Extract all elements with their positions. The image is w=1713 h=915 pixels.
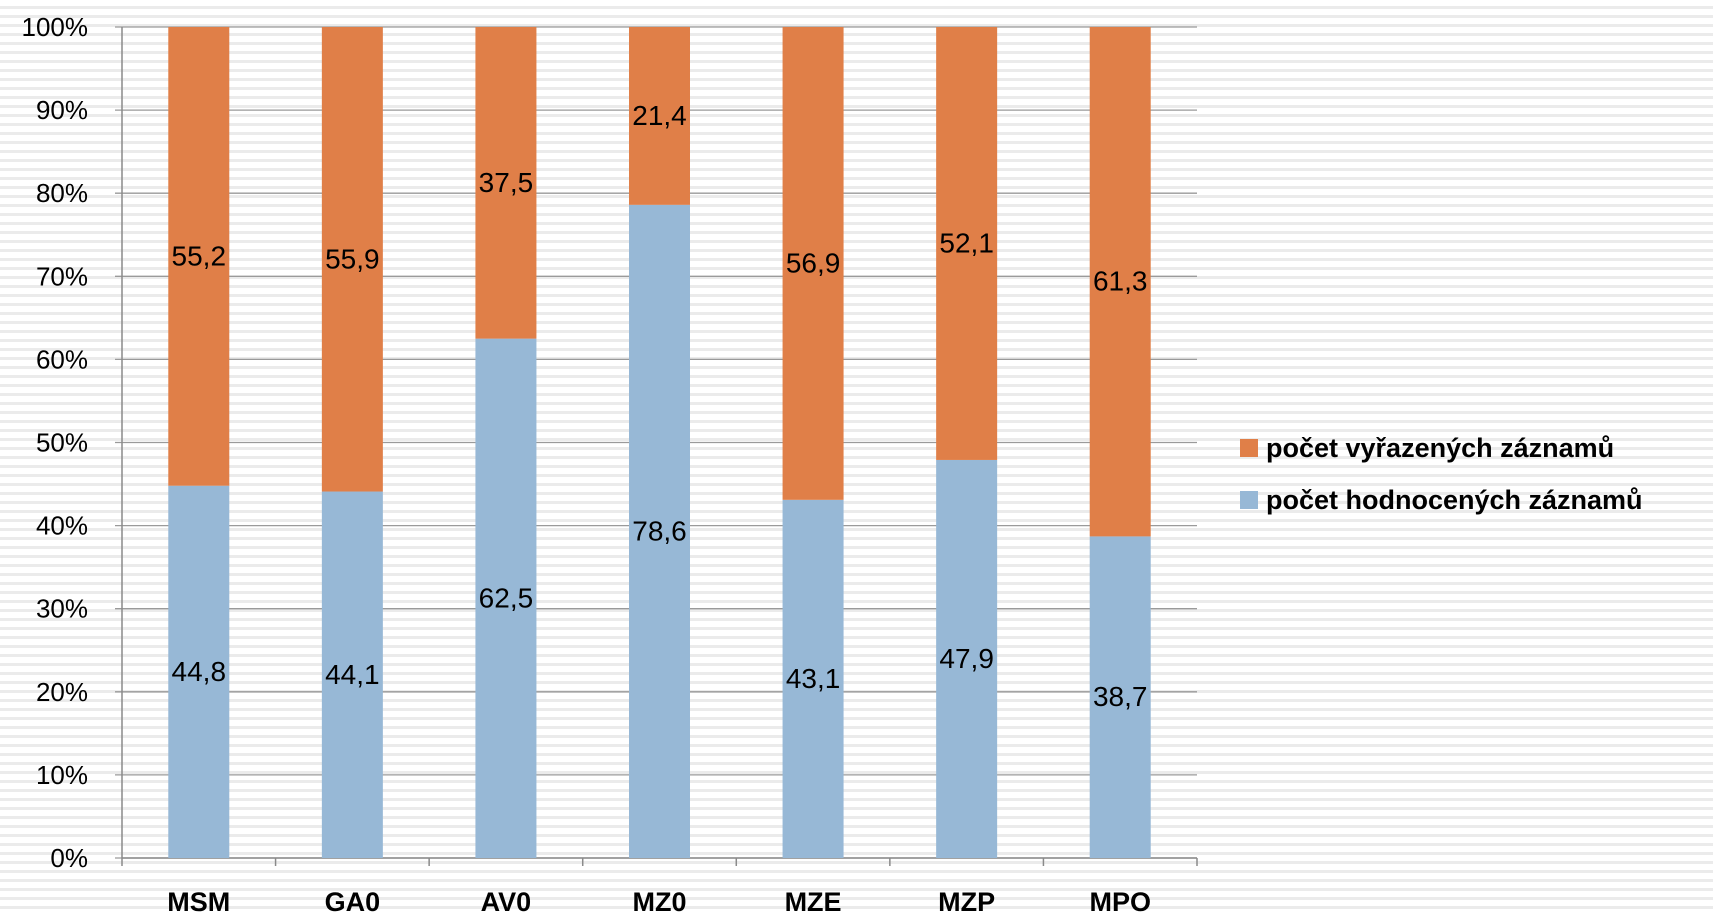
y-tick-label: 0% <box>50 843 88 873</box>
data-label: 38,7 <box>1093 681 1148 712</box>
legend-swatch <box>1240 439 1258 457</box>
x-tick-label: GA0 <box>325 887 381 915</box>
x-tick-label: MSM <box>167 887 230 915</box>
data-label: 78,6 <box>632 515 687 546</box>
data-label: 43,1 <box>786 663 841 694</box>
y-tick-label: 90% <box>36 95 88 125</box>
legend: počet vyřazených záznamů počet hodnocenýc… <box>1240 433 1643 515</box>
bar-segment <box>475 27 537 339</box>
data-label: 61,3 <box>1093 266 1148 297</box>
legend-label: počet hodnocených záznamů <box>1266 485 1643 515</box>
bar-segment <box>629 204 690 859</box>
legend-swatch <box>1240 491 1258 509</box>
bar-segment <box>1089 536 1151 858</box>
x-tick-label: MZE <box>785 887 842 915</box>
bar-segment <box>782 27 844 500</box>
y-tick-label: 100% <box>22 12 89 42</box>
bar-segment <box>1089 27 1151 537</box>
data-label: 44,8 <box>172 656 227 687</box>
data-label: 37,5 <box>479 167 534 198</box>
y-tick-label: 40% <box>36 511 88 541</box>
tick-labels: 0% 10% 20% 30% 40% 50% 60% 70% 80% 90% 100% MSM GA0 A… <box>22 12 1151 915</box>
bar-segment <box>782 499 844 858</box>
data-label: 56,9 <box>786 247 841 278</box>
bar-segment <box>321 491 383 858</box>
x-tick-label: MZ0 <box>633 887 687 915</box>
data-label: 55,9 <box>325 243 380 274</box>
data-label: 55,2 <box>172 240 227 271</box>
data-label: 62,5 <box>479 582 534 613</box>
y-tick-label: 20% <box>36 677 88 707</box>
x-tick-label: MZP <box>938 887 995 915</box>
bar-segment <box>936 27 998 460</box>
data-label: 52,1 <box>939 227 994 258</box>
y-tick-label: 50% <box>36 428 88 458</box>
y-tick-label: 80% <box>36 178 88 208</box>
y-tick-label: 30% <box>36 594 88 624</box>
bar-segment <box>168 485 230 858</box>
bar-segment <box>168 27 230 486</box>
bars <box>168 27 1151 859</box>
x-tick-label: MPO <box>1089 887 1151 915</box>
x-tick-label: AV0 <box>481 887 532 915</box>
data-label: 21,4 <box>632 100 687 131</box>
data-labels: 44,8 55,2 44,1 55,9 62,5 37,5 78,6 21,4 43,1 56,9… <box>172 100 1148 712</box>
y-tick-label: 60% <box>36 344 88 374</box>
bar-segment <box>321 27 383 492</box>
data-label: 44,1 <box>325 659 380 690</box>
y-tick-label: 70% <box>36 261 88 291</box>
data-label: 47,9 <box>939 643 994 674</box>
bar-segment <box>936 459 998 858</box>
legend-label: počet vyřazených záznamů <box>1266 433 1614 463</box>
bar-segment <box>629 27 690 205</box>
y-tick-label: 10% <box>36 760 88 790</box>
bar-segment <box>475 338 537 858</box>
